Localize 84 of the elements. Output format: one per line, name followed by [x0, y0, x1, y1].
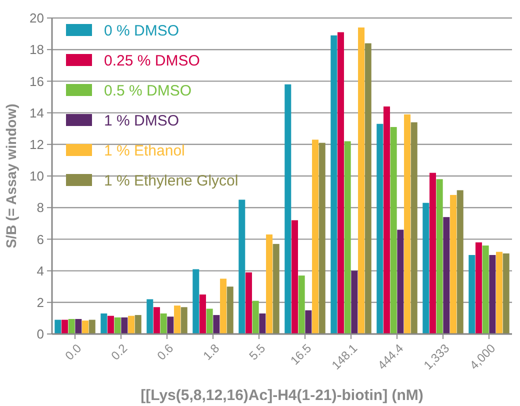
bar — [436, 179, 443, 334]
bar — [213, 315, 220, 334]
bar — [272, 244, 280, 334]
x-tick-label: 1.8 — [200, 340, 222, 363]
bar — [128, 316, 135, 334]
legend-label: 1 % DMSO — [104, 112, 180, 130]
bar — [344, 141, 351, 334]
bar — [160, 313, 167, 334]
x-tick-label: 0.2 — [108, 340, 130, 363]
y-tick-label: 18 — [30, 42, 44, 58]
bar — [468, 255, 476, 334]
bar — [390, 127, 397, 334]
bar — [180, 307, 188, 334]
bar — [54, 320, 62, 334]
bar — [167, 316, 174, 334]
bar — [330, 35, 338, 334]
bar — [220, 278, 227, 334]
legend-label: 0 % DMSO — [104, 22, 180, 40]
bar — [337, 32, 344, 334]
bar — [298, 276, 305, 334]
bar — [192, 269, 200, 334]
bar — [134, 315, 142, 334]
bar — [482, 246, 489, 334]
bar — [284, 84, 292, 334]
bar — [226, 286, 234, 334]
x-tick-label: 0.0 — [62, 340, 84, 363]
bar — [489, 255, 496, 334]
legend-label: 0.5 % DMSO — [104, 82, 192, 100]
bar — [291, 220, 298, 334]
bar — [443, 217, 450, 334]
bar — [245, 272, 252, 334]
bar — [153, 307, 160, 334]
bar — [61, 320, 68, 334]
bar — [238, 200, 246, 334]
bar — [114, 317, 121, 334]
bar — [199, 294, 206, 334]
y-tick-label: 14 — [30, 105, 44, 120]
bar — [100, 313, 108, 334]
bar — [475, 242, 482, 334]
bar — [318, 142, 326, 334]
bar — [107, 316, 114, 334]
y-tick-label: 0 — [36, 326, 44, 342]
bar — [358, 27, 365, 334]
x-axis-title: [[Lys(5,8,12,16)Ac]-H4(1-21)-biotin] (nM) — [140, 387, 424, 404]
x-tick-label: 0.6 — [154, 340, 176, 363]
bar — [252, 300, 259, 334]
bar — [410, 122, 418, 334]
y-tick-label: 16 — [30, 74, 44, 89]
y-tick-label: 10 — [30, 168, 44, 184]
legend-label: 1 % Ethylene Glycol — [104, 172, 238, 190]
bar — [312, 140, 319, 334]
y-tick-label: 4 — [36, 263, 44, 278]
bar — [305, 310, 312, 334]
bar — [146, 299, 154, 334]
bar — [259, 313, 266, 334]
y-tick-label: 8 — [36, 200, 44, 216]
bar — [404, 114, 411, 334]
bar — [429, 172, 436, 334]
bar — [422, 202, 430, 334]
x-tick-label: 5.5 — [246, 340, 268, 363]
bar — [496, 252, 503, 334]
bar — [383, 106, 390, 334]
y-tick-label: 20 — [30, 10, 44, 26]
bar — [376, 124, 384, 334]
bar — [450, 194, 457, 334]
bar — [88, 320, 96, 334]
bar — [121, 317, 128, 334]
bar — [502, 253, 510, 334]
bar — [364, 43, 372, 334]
y-tick-label: 2 — [36, 294, 44, 310]
y-tick-label: 6 — [36, 232, 44, 247]
y-tick-label: 12 — [30, 136, 44, 152]
bar — [206, 308, 213, 334]
bar — [456, 190, 464, 334]
legend-label: 0.25 % DMSO — [104, 52, 200, 70]
bar — [397, 230, 404, 334]
bar — [68, 318, 75, 334]
legend-label: 1 % Ethanol — [104, 142, 185, 160]
bar — [82, 320, 89, 334]
bar — [351, 270, 358, 334]
bar — [266, 234, 273, 334]
bar — [174, 306, 181, 334]
bar — [75, 318, 82, 334]
y-axis-title: S/B (= Assay window) — [3, 104, 19, 248]
